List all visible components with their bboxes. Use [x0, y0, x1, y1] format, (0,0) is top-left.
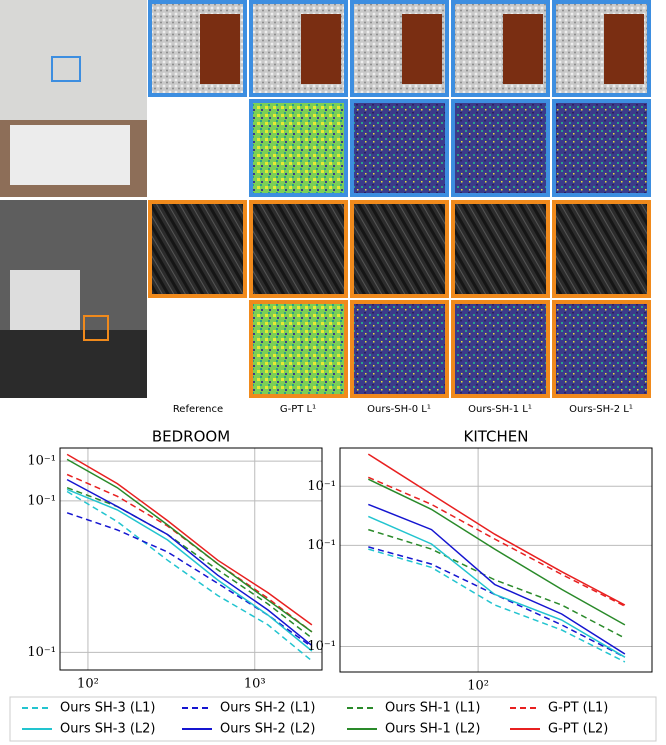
y-tick-label: 10⁻¹ [307, 538, 336, 553]
chart-title: KITCHEN [464, 428, 529, 446]
column-label: G-PT L¹ [280, 404, 316, 415]
legend-label: Ours SH-1 (L2) [385, 722, 481, 737]
x-tick-label: 10³ [244, 677, 266, 692]
y-tick-label: 10⁻¹ [27, 645, 56, 660]
column-label: Reference [173, 404, 223, 415]
error-map [453, 302, 548, 396]
x-tick-label: 10² [77, 677, 99, 692]
crop [251, 202, 346, 296]
crop [150, 202, 245, 296]
crop [554, 202, 649, 296]
column-label: Ours-SH-1 L¹ [468, 404, 532, 415]
figure: Reference G-PT L¹ Ours-SH-0 L¹ Ours-SH-1… [0, 0, 666, 745]
plot-frame [340, 448, 652, 672]
error-map [554, 302, 649, 396]
bed [10, 125, 130, 185]
legend-label: Ours SH-3 (L1) [60, 701, 156, 716]
series-line [368, 504, 625, 654]
error-map [554, 101, 649, 195]
legend-label: Ours SH-1 (L1) [385, 701, 481, 716]
column-label: Ours-SH-0 L¹ [367, 404, 431, 415]
legend-label: Ours SH-2 (L1) [220, 701, 316, 716]
legend-label: Ours SH-2 (L2) [220, 722, 316, 737]
image-grid: Reference G-PT L¹ Ours-SH-0 L¹ Ours-SH-1… [0, 0, 649, 415]
error-map [251, 101, 346, 195]
legend-label: G-PT (L1) [548, 701, 608, 716]
error-map [352, 302, 447, 396]
chart-title: BEDROOM [152, 428, 230, 446]
series-line [368, 479, 625, 625]
y-tick-label: 10⁻¹ [27, 493, 56, 508]
crop [352, 202, 447, 296]
series-line [67, 513, 312, 647]
kitchen-crops [150, 202, 649, 396]
legend-label: G-PT (L2) [548, 722, 608, 737]
x-tick-label: 10² [467, 679, 489, 694]
legend-label: Ours SH-3 (L2) [60, 722, 156, 737]
series-line [67, 492, 312, 661]
series-line [368, 549, 625, 662]
error-map [352, 101, 447, 195]
series-line [67, 459, 312, 632]
y-tick-label: 10⁻¹ [27, 454, 56, 469]
cabinets [10, 270, 80, 330]
series-line [368, 454, 625, 605]
series-line [368, 547, 625, 657]
error-map [453, 101, 548, 195]
counter [0, 330, 147, 398]
y-tick-label: 10⁻¹ [307, 639, 336, 654]
error-map [251, 302, 346, 396]
crop [453, 202, 548, 296]
y-tick-label: 10⁻¹ [307, 479, 336, 494]
bedroom-wall [0, 0, 147, 120]
column-label: Ours-SH-2 L¹ [569, 404, 633, 415]
